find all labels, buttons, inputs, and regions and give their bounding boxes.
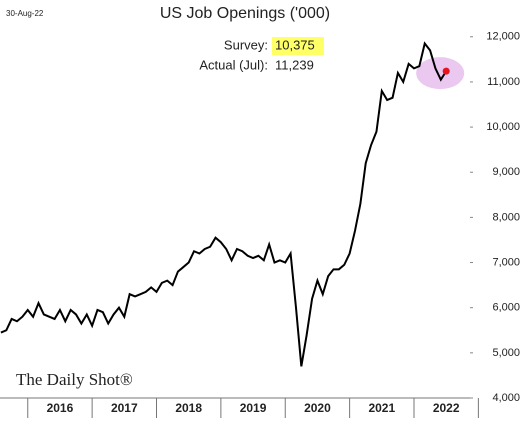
x-tick-label: 2017 [111,401,138,415]
y-tick-label: 8,000 [492,211,520,223]
x-tick-label: 2018 [175,401,202,415]
highlight-circle [416,57,465,90]
y-tick-label: 11,000 [487,76,520,88]
y-tick-label: 10,000 [486,121,520,133]
x-tick-label: 2021 [368,401,395,415]
watermark: The Daily Shot® [16,370,133,389]
x-tick-label: 2020 [304,401,331,415]
last-point [442,67,450,75]
annotation-label: Actual (Jul): [199,57,268,72]
y-tick-label: 7,000 [492,256,520,268]
date-stamp: 30-Aug-22 [6,9,44,18]
annotation-label: Survey: [224,37,268,52]
annotation-value: 11,239 [275,57,314,72]
x-tick-label: 2016 [47,401,74,415]
y-tick-label: 9,000 [492,166,520,178]
annotation-value: 10,375 [275,37,315,52]
line [0,41,448,367]
y-tick-label: 5,000 [492,347,520,359]
y-tick-label: 6,000 [492,302,520,314]
x-tick-label: 2019 [240,401,267,415]
x-tick-label: 2022 [433,401,460,415]
y-tick-label: 4,000 [492,392,520,404]
chart-title: US Job Openings ('000) [160,5,330,22]
highlight-box [272,37,324,55]
y-tick-label: 12,000 [486,31,520,43]
